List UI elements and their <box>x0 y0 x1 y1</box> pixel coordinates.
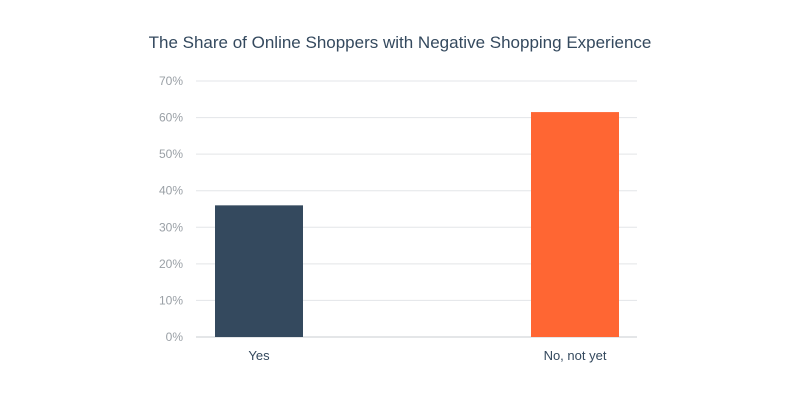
bar-no-not-yet <box>531 112 619 337</box>
bar-yes <box>215 205 303 337</box>
y-tick-label: 60% <box>159 111 183 125</box>
y-tick-label: 70% <box>159 74 183 88</box>
y-tick-label: 10% <box>159 293 183 307</box>
x-category-label: Yes <box>248 348 270 363</box>
y-axis-tick-labels: 0% 10% 20% 30% 40% 50% 60% 70% <box>159 74 183 344</box>
y-tick-label: 50% <box>159 147 183 161</box>
bars <box>215 112 619 337</box>
y-tick-label: 40% <box>159 184 183 198</box>
chart-title: The Share of Online Shoppers with Negati… <box>148 33 652 52</box>
y-tick-label: 30% <box>159 220 183 234</box>
y-tick-label: 0% <box>166 330 184 344</box>
x-axis-category-labels: Yes No, not yet <box>248 348 606 363</box>
x-category-label: No, not yet <box>544 348 607 363</box>
y-tick-label: 20% <box>159 257 183 271</box>
